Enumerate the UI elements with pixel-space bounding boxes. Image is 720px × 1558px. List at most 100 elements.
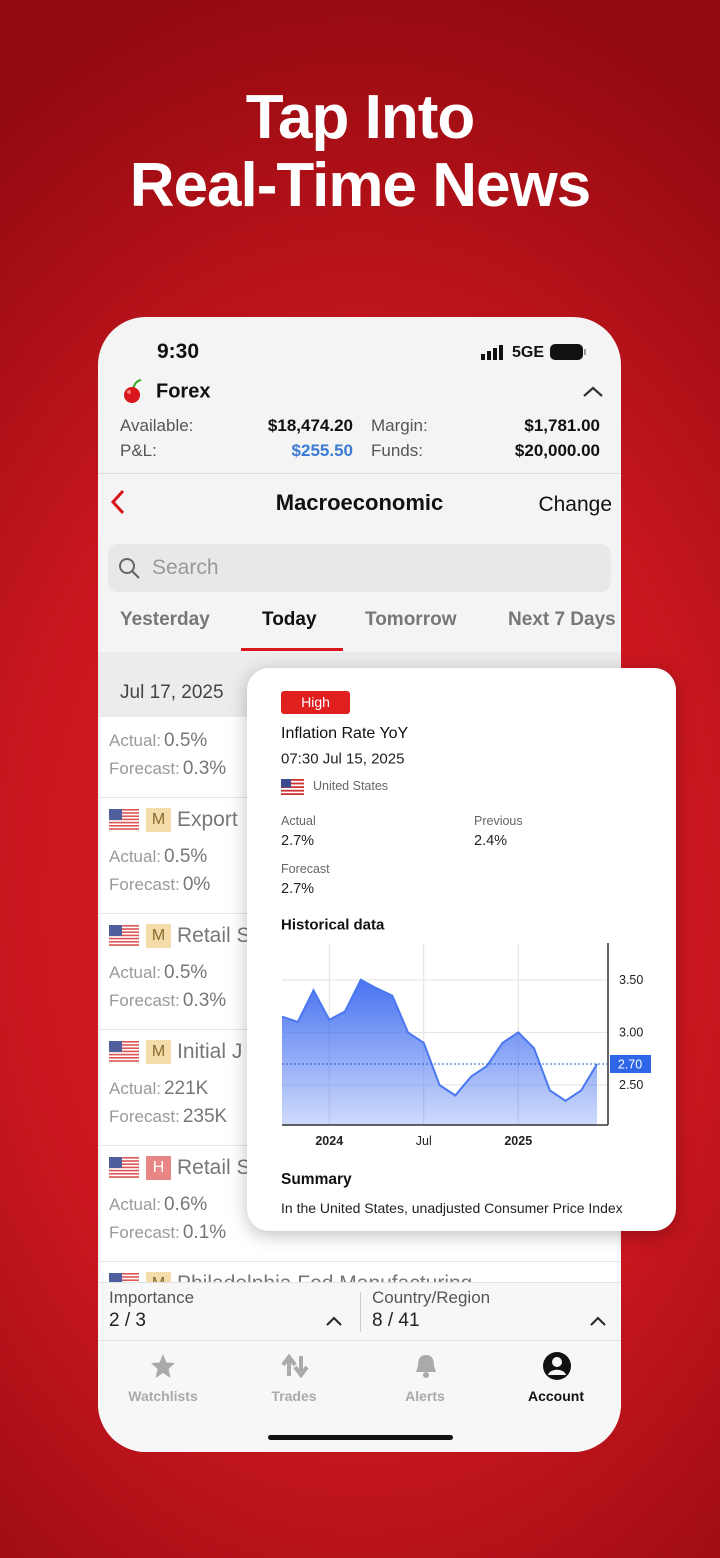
value: 0.5% <box>163 730 208 751</box>
filter-caret[interactable] <box>590 1315 606 1327</box>
importance-badge: H <box>146 1156 171 1180</box>
event-row[interactable]: M Retail S Actual: 0.5% Forecast: 0.3% <box>98 913 621 1030</box>
value: 0.6% <box>163 1194 208 1215</box>
label: Forecast: <box>109 1107 180 1126</box>
event-card: High Inflation Rate YoY 07:30 Jul 15, 20… <box>247 668 676 1231</box>
label: Actual: <box>109 1195 161 1214</box>
search-placeholder: Search <box>152 556 219 579</box>
tab-active[interactable]: Today <box>262 609 317 630</box>
label: Forecast: <box>109 1223 180 1242</box>
importance-badge: M <box>146 924 171 948</box>
label: Forecast <box>281 862 330 876</box>
filter-value[interactable]: 8 / 41 <box>372 1310 420 1331</box>
value: $18,474.20 <box>267 416 353 435</box>
label: Margin: <box>371 416 428 435</box>
tab-label[interactable]: Watchlists <box>128 1388 198 1404</box>
flag <box>109 809 139 831</box>
label: Previous <box>474 814 523 828</box>
event-title: Philadelphia Fed Manufacturing <box>177 1272 472 1282</box>
value: $1,781.00 <box>524 416 600 435</box>
filter-caret[interactable] <box>326 1315 342 1327</box>
tab-icon[interactable] <box>413 1352 439 1380</box>
flag <box>109 925 139 947</box>
value: $20,000.00 <box>514 441 600 460</box>
value: 0.5% <box>163 846 208 867</box>
nav-title: Macroeconomic <box>275 490 444 515</box>
chart: 2.50 3.00 3.50 2024 Jul 2025 2.70 <box>281 943 651 1148</box>
value: 0% <box>182 874 211 895</box>
label: Actual: <box>109 963 161 982</box>
tab[interactable]: Next 7 Days <box>508 609 616 630</box>
reference-label: 2.70 <box>618 1057 642 1071</box>
value: 2.7% <box>281 881 315 897</box>
value: $255.50 <box>291 441 353 460</box>
x-tick-label: Jul <box>416 1134 432 1148</box>
label: Actual: <box>109 731 161 750</box>
event-row[interactable]: M Philadelphia Fed Manufacturing <box>98 1261 621 1282</box>
logo <box>124 379 142 403</box>
event-row[interactable]: Actual: 0.5% Forecast: 0.3% <box>98 717 621 798</box>
flag <box>109 1041 139 1063</box>
date: Jul 17, 2025 <box>120 682 224 703</box>
actual: Actual: 221K <box>109 1078 208 1100</box>
label: Forecast: <box>109 759 180 778</box>
tab-bar <box>98 1340 621 1452</box>
event-title: Retail S <box>177 924 251 947</box>
x-tick-label: 2024 <box>315 1134 343 1148</box>
country: United States <box>313 779 389 793</box>
importance-badge: M <box>146 1040 171 1064</box>
account-name: Forex <box>156 380 211 403</box>
filter-value[interactable]: 2 / 3 <box>109 1310 146 1331</box>
divider <box>98 473 621 474</box>
flag <box>109 1273 139 1282</box>
divider <box>360 1292 361 1332</box>
actual: Actual: 0.5% <box>109 962 207 984</box>
label: Available: <box>120 416 194 435</box>
tab-icon[interactable] <box>150 1353 176 1379</box>
value: 0.1% <box>182 1222 227 1243</box>
label: Forecast: <box>109 991 180 1010</box>
line <box>281 978 598 1103</box>
tab-label[interactable]: Account <box>528 1388 584 1404</box>
tab-icon[interactable] <box>542 1351 572 1381</box>
back-button[interactable] <box>108 489 128 515</box>
tab[interactable]: Yesterday <box>120 609 210 630</box>
label: Funds: <box>371 441 423 460</box>
label: Actual <box>281 814 316 828</box>
label: Forecast: <box>109 875 180 894</box>
event-row[interactable]: H Retail S Actual: 0.6% Forecast: 0.1% <box>98 1145 621 1262</box>
value: 0.3% <box>182 758 227 779</box>
y-tick-label: 3.00 <box>619 1025 643 1039</box>
forecast: Forecast: 0% <box>109 874 210 896</box>
flag <box>281 779 304 795</box>
importance-badge: High <box>281 691 350 714</box>
reference-box <box>610 1054 651 1073</box>
section-title: Historical data <box>281 916 385 934</box>
status-network: 5GE <box>512 344 545 361</box>
tab-icon[interactable] <box>281 1354 309 1378</box>
actual: Actual: 0.5% <box>109 730 207 752</box>
tab-label[interactable]: Alerts <box>405 1388 445 1404</box>
value: 0.3% <box>182 990 227 1011</box>
event-title: Export <box>177 808 238 831</box>
label: Actual: <box>109 1079 161 1098</box>
tab-label[interactable]: Trades <box>271 1388 317 1404</box>
status-time: 9:30 <box>157 340 200 363</box>
label: P&L: <box>120 441 157 460</box>
event-title: Initial J <box>177 1040 243 1063</box>
tab[interactable]: Tomorrow <box>365 609 457 630</box>
actual: Actual: 0.5% <box>109 846 207 868</box>
filter-label: Importance <box>109 1288 195 1307</box>
value: 235K <box>182 1106 228 1127</box>
search-icon <box>119 558 140 579</box>
collapse-icon[interactable] <box>582 385 604 399</box>
actual: Actual: 0.6% <box>109 1194 207 1216</box>
headline: Tap Into <box>245 83 475 152</box>
search-box[interactable] <box>108 544 611 592</box>
x-tick-label: 2025 <box>504 1134 532 1148</box>
label: Actual: <box>109 847 161 866</box>
value: 221K <box>163 1078 209 1099</box>
change-button[interactable]: Change <box>538 493 612 516</box>
